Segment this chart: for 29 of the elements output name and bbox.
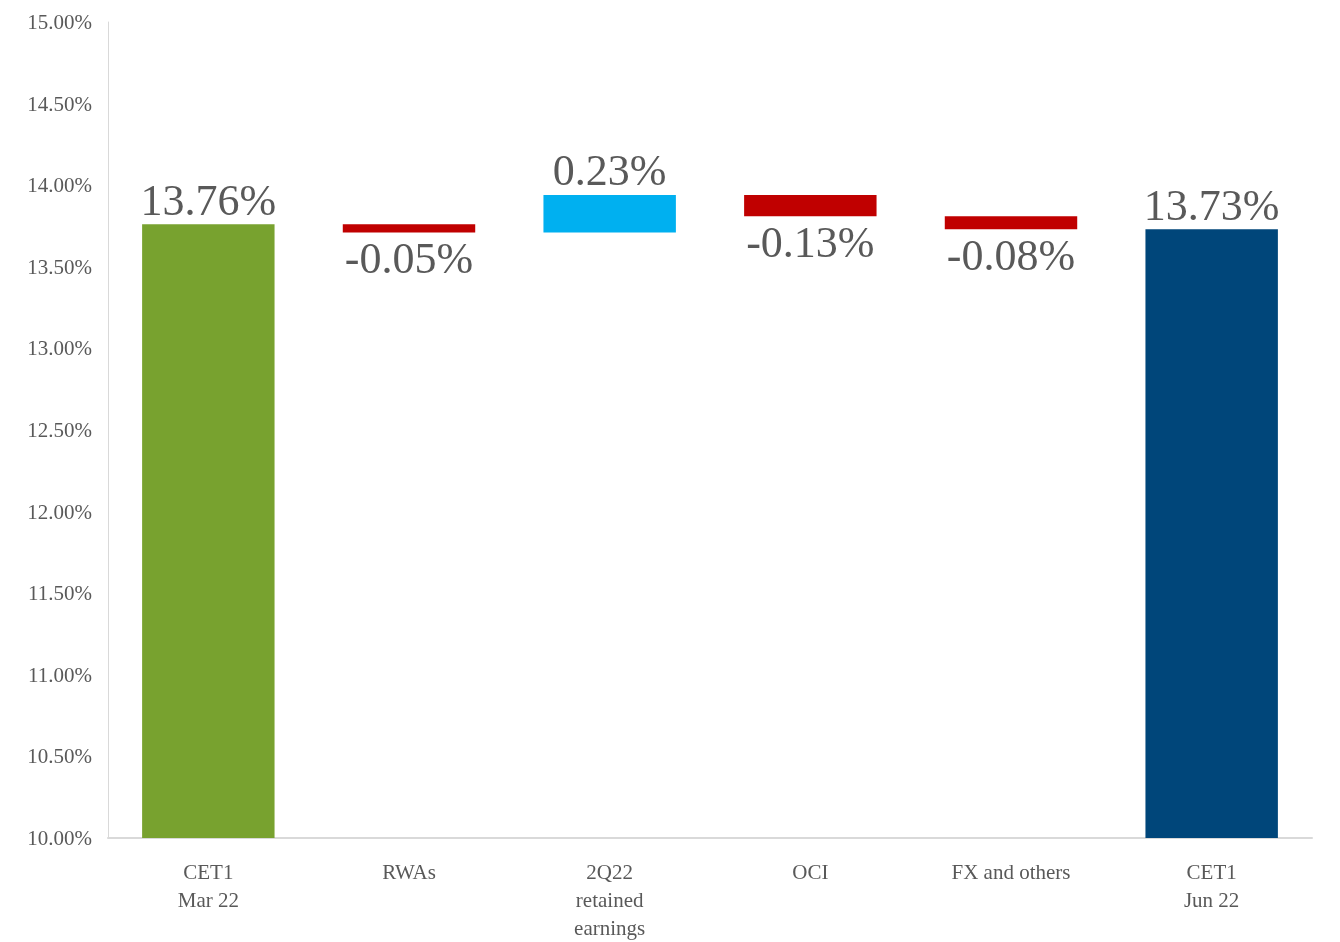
y-tick-label: 12.50%	[27, 418, 92, 442]
x-tick-label: OCI	[792, 860, 829, 884]
y-tick-label: 10.00%	[27, 826, 92, 850]
y-tick-label: 12.00%	[27, 499, 92, 524]
data-label: -0.05%	[344, 234, 474, 284]
y-tick-label: 14.50%	[27, 91, 92, 116]
y-tick-label: 11.50%	[28, 581, 92, 606]
y-tick-label: 13.50%	[27, 254, 92, 279]
bar	[342, 224, 476, 233]
bar	[944, 216, 1078, 230]
data-label: 13.76%	[140, 175, 277, 225]
bar	[1145, 229, 1278, 838]
data-label: 0.23%	[552, 146, 667, 196]
data-label: -0.08%	[946, 230, 1076, 280]
bar	[744, 194, 877, 217]
x-tick-label: RWAs	[382, 860, 436, 884]
x-tick-label: CET1 Mar 22	[177, 860, 239, 912]
y-tick-label: 10.50%	[27, 744, 92, 769]
y-tick-label: 15.00%	[27, 10, 92, 34]
y-tick-label: 14.00%	[27, 173, 92, 198]
data-label: 13.73%	[1143, 180, 1280, 230]
x-tick-label: CET1 Jun 22	[1183, 860, 1240, 912]
x-tick-label: FX and others	[951, 860, 1071, 884]
bar	[543, 194, 676, 233]
y-tick-label: 13.00%	[27, 336, 92, 361]
y-tick-label: 11.00%	[28, 662, 92, 687]
x-tick-label: 2Q22 retained earnings	[574, 860, 646, 940]
bar	[142, 224, 275, 838]
data-label: -0.13%	[746, 217, 875, 267]
